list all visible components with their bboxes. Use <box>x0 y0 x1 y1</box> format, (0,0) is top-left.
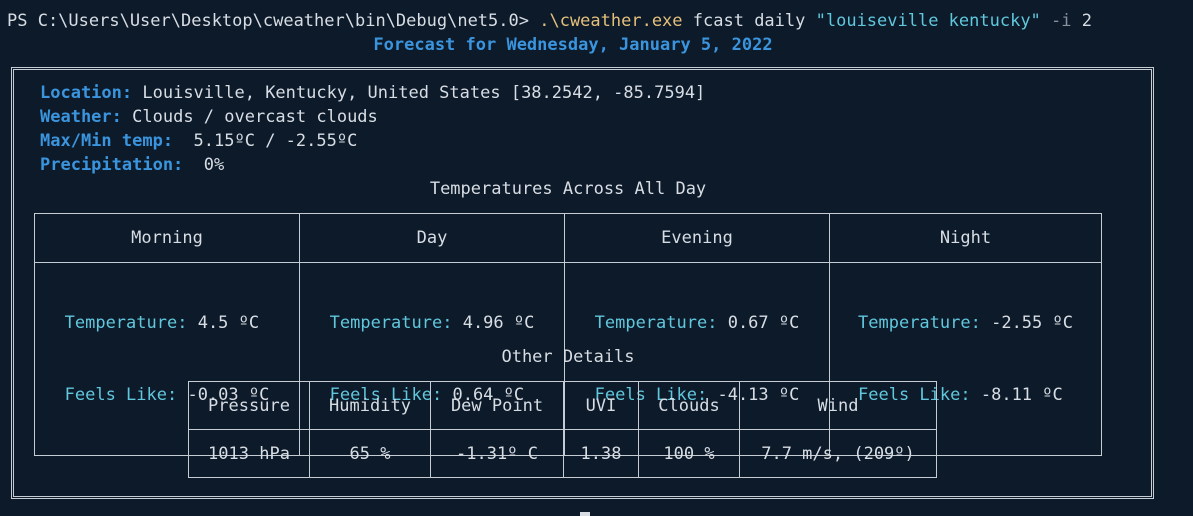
forecast-title: Forecast for Wednesday, January 5, 2022 <box>373 35 773 55</box>
humidity-value: 65 % <box>309 429 431 478</box>
temperatures-header-row: Morning Day Evening Night <box>34 213 1102 263</box>
clouds-value: 100 % <box>638 429 740 478</box>
pressure-header: Pressure <box>188 381 310 430</box>
command-flag-value: 2 <box>1081 11 1093 31</box>
humidity-header: Humidity <box>309 381 431 430</box>
command-flag: -i <box>1051 11 1072 31</box>
location-line: Location: Louisville, Kentucky, United S… <box>40 81 705 105</box>
prompt: PS C:\Users\User\Desktop\cweather\bin\De… <box>7 11 529 31</box>
pressure-value: 1013 hPa <box>188 429 310 478</box>
dew-point-value: -1.31º C <box>430 429 564 478</box>
temperature-label: Temperature: <box>858 313 981 333</box>
period-header-day: Day <box>299 213 565 263</box>
temperatures-title: Temperatures Across All Day <box>429 179 707 199</box>
temperature-label: Temperature: <box>329 313 453 333</box>
period-header-evening: Evening <box>564 213 830 263</box>
details-header-row: Pressure Humidity Dew Point UVI Clouds W… <box>188 381 937 430</box>
precipitation-line: Precipitation: 0% <box>40 153 224 177</box>
location-label: Location: <box>40 83 133 103</box>
temp-range-line: Max/Min temp: 5.15ºC / -2.55ºC <box>40 129 357 153</box>
uvi-header: UVI <box>563 381 639 430</box>
temperature-label: Temperature: <box>64 313 188 333</box>
night-temperature: -2.55 ºC <box>991 313 1073 333</box>
wind-header: Wind <box>739 381 937 430</box>
clouds-header: Clouds <box>638 381 740 430</box>
command-line[interactable]: PS C:\Users\User\Desktop\cweather\bin\De… <box>7 9 1092 33</box>
location-value: Louisville, Kentucky, United States [38.… <box>142 83 706 103</box>
other-details-title: Other Details <box>501 347 635 367</box>
temp-range-label: Max/Min temp: <box>40 131 174 151</box>
temp-range-value: 5.15ºC / -2.55ºC <box>193 131 358 151</box>
weather-label: Weather: <box>40 107 122 127</box>
wind-value: 7.7 m/s, (209º) <box>739 429 937 478</box>
temperatures-table: Morning Day Evening Night Temperature: 4… <box>34 213 1102 456</box>
day-temperature: 4.96 ºC <box>462 313 535 333</box>
uvi-value: 1.38 <box>563 429 639 478</box>
dew-point-header: Dew Point <box>430 381 564 430</box>
details-value-row: 1013 hPa 65 % -1.31º C 1.38 100 % 7.7 m/… <box>188 429 937 478</box>
command-args: fcast daily <box>692 11 806 31</box>
temperature-label: Temperature: <box>594 313 718 333</box>
morning-temperature: 4.5 ºC <box>197 313 260 333</box>
command-location-arg: "louiseville kentucky" <box>815 11 1041 31</box>
night-feels-like: -8.11 ºC <box>980 385 1063 405</box>
weather-value: Clouds / overcast clouds <box>132 107 378 127</box>
weather-line: Weather: Clouds / overcast clouds <box>40 105 378 129</box>
feels-like-label: Feels Like: <box>64 385 178 405</box>
precipitation-value: 0% <box>203 155 225 175</box>
terminal-cursor <box>580 512 590 516</box>
forecast-frame <box>11 67 1154 499</box>
period-header-morning: Morning <box>34 213 300 263</box>
period-header-night: Night <box>829 213 1102 263</box>
precipitation-label: Precipitation: <box>40 155 184 175</box>
evening-temperature: 0.67 ºC <box>727 313 800 333</box>
command-executable: .\cweather.exe <box>539 11 683 31</box>
other-details-table: Pressure Humidity Dew Point UVI Clouds W… <box>188 381 937 478</box>
